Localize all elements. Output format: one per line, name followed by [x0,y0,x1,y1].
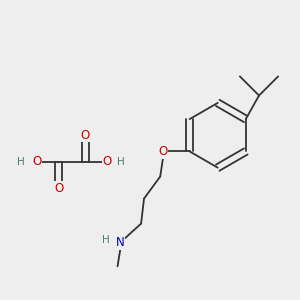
Text: H: H [102,235,110,245]
Text: O: O [103,155,112,168]
Text: O: O [158,145,168,158]
Text: H: H [117,157,124,167]
Text: O: O [32,155,41,168]
Text: O: O [81,129,90,142]
Text: O: O [54,182,63,195]
Text: N: N [116,236,125,249]
Text: H: H [16,157,24,167]
